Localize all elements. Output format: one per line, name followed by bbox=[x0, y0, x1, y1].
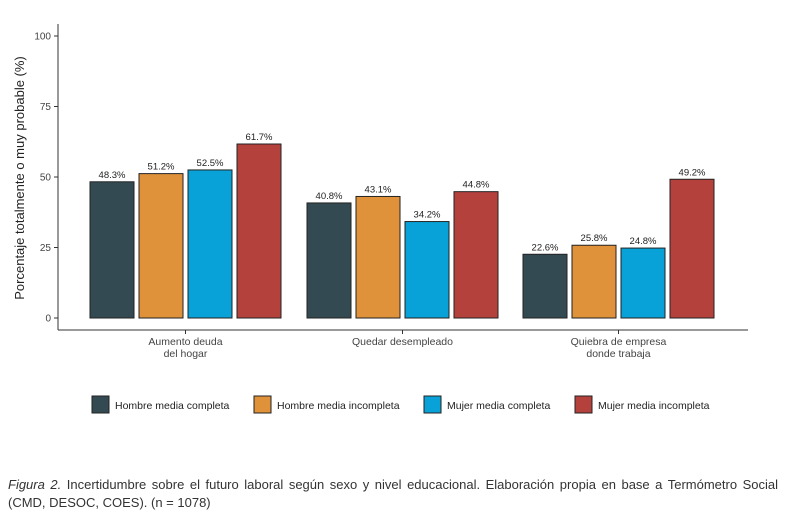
category-label: del hogar bbox=[164, 348, 208, 360]
legend-swatch bbox=[253, 395, 272, 414]
bar bbox=[306, 202, 352, 319]
y-tick-label: 75 bbox=[40, 102, 52, 113]
y-ticks: 0 25 50 75 100 bbox=[34, 32, 58, 325]
data-label: 52.5% bbox=[197, 158, 224, 169]
bars: 48.3% 51.2% 52.5% 61.7% 40.8% 43.1% 34.2% 44.8%… bbox=[89, 132, 715, 319]
category-label: donde trabaja bbox=[586, 348, 650, 360]
category-label: Quedar desempleado bbox=[352, 336, 453, 348]
data-label: 49.2% bbox=[679, 167, 706, 178]
legend-swatch bbox=[574, 395, 593, 414]
bar bbox=[236, 143, 282, 319]
bar bbox=[669, 178, 715, 319]
data-label: 40.8% bbox=[316, 191, 343, 202]
y-tick-label: 0 bbox=[45, 314, 51, 325]
bar bbox=[187, 169, 233, 319]
data-label: 61.7% bbox=[246, 132, 273, 143]
category-label: Aumento deuda bbox=[148, 336, 222, 348]
data-label: 44.8% bbox=[463, 180, 490, 191]
data-label: 51.2% bbox=[148, 162, 175, 173]
legend-label: Mujer media completa bbox=[447, 400, 550, 412]
bar bbox=[404, 221, 450, 319]
legend-label: Hombre media incompleta bbox=[277, 400, 400, 412]
legend-label: Mujer media incompleta bbox=[598, 400, 710, 412]
legend-swatch bbox=[91, 395, 110, 414]
legend-label: Hombre media completa bbox=[115, 400, 230, 412]
data-label: 24.8% bbox=[630, 236, 657, 247]
legend-swatch bbox=[423, 395, 442, 414]
bar bbox=[138, 173, 184, 319]
data-label: 48.3% bbox=[99, 170, 126, 181]
legend: Hombre media completa Hombre media incomp… bbox=[91, 395, 710, 414]
data-label: 25.8% bbox=[581, 233, 608, 244]
data-label: 22.6% bbox=[532, 242, 559, 253]
figure-label: Figura 2. bbox=[8, 477, 62, 492]
figure-caption: Figura 2. Incertidumbre sobre el futuro … bbox=[8, 476, 778, 512]
bar bbox=[522, 253, 568, 319]
bar bbox=[620, 247, 666, 319]
y-tick-label: 25 bbox=[40, 243, 52, 254]
bar-chart: Porcentaje totalmente o muy probable (%)… bbox=[12, 24, 748, 414]
data-label: 43.1% bbox=[365, 184, 392, 195]
data-label: 34.2% bbox=[414, 210, 441, 221]
y-tick-label: 100 bbox=[34, 32, 51, 43]
caption-text: Incertidumbre sobre el futuro laboral se… bbox=[8, 477, 778, 510]
bar bbox=[571, 244, 617, 319]
bar bbox=[355, 195, 401, 319]
bar bbox=[453, 191, 499, 319]
y-tick-label: 50 bbox=[40, 173, 52, 184]
y-axis-label: Porcentaje totalmente o muy probable (%) bbox=[12, 56, 27, 300]
category-label: Quiebra de empresa bbox=[571, 336, 667, 348]
bar bbox=[89, 181, 135, 319]
